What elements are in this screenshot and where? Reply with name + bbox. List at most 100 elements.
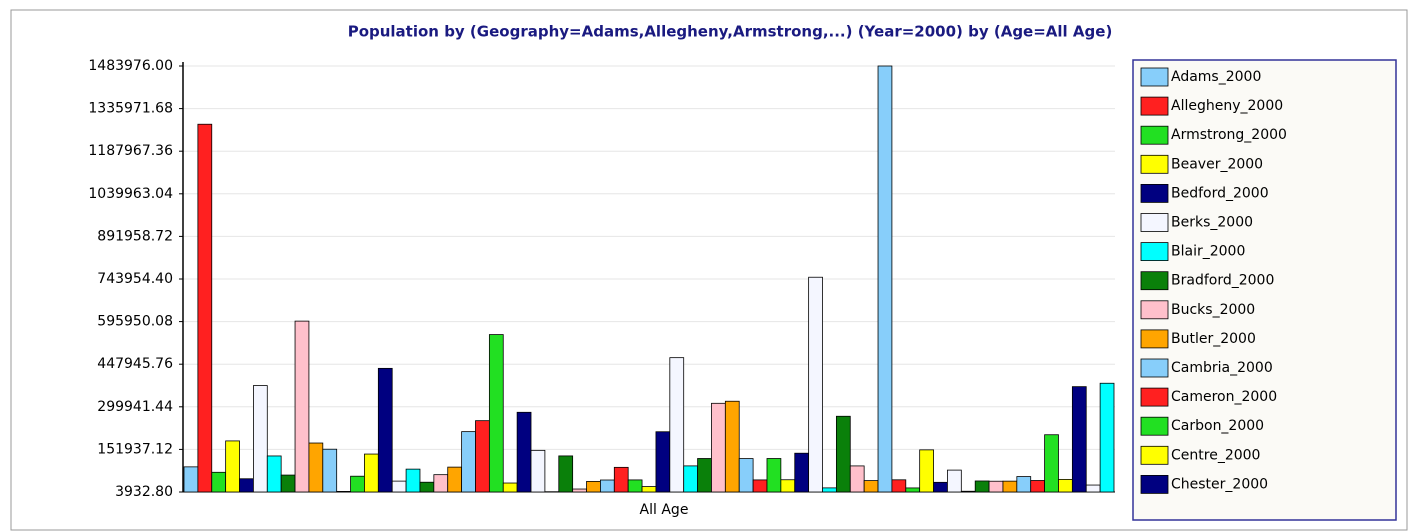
y-tick-label: 447945.76 (97, 356, 173, 372)
bar (655, 431, 671, 493)
bar (558, 455, 574, 493)
bar (266, 455, 282, 493)
bar (488, 334, 504, 493)
y-tick-label: 151937.12 (97, 441, 173, 457)
legend-label: Adams_2000 (1171, 69, 1261, 85)
y-tick-label: 891958.72 (97, 228, 173, 244)
legend-swatch (1140, 154, 1169, 174)
bar (600, 479, 615, 493)
bar (516, 411, 532, 493)
bar (974, 480, 990, 493)
bar (794, 452, 810, 493)
y-tick-label: 595950.08 (97, 314, 173, 330)
bar (891, 479, 907, 493)
bar (919, 449, 934, 493)
legend-swatch (1140, 445, 1169, 465)
legend-label: Centre_2000 (1171, 447, 1260, 463)
bar (738, 458, 754, 493)
bar (502, 482, 518, 493)
legend-label: Berks_2000 (1171, 215, 1253, 231)
legend-label: Bradford_2000 (1171, 273, 1274, 289)
y-tick-label: 1483976.00 (88, 58, 173, 74)
bar (822, 487, 837, 493)
bar (933, 481, 948, 493)
bar (641, 486, 657, 493)
y-tick-label: 1335971.68 (88, 101, 173, 117)
bar (669, 357, 685, 493)
y-tick-label: 1187967.36 (88, 143, 173, 159)
bar (586, 481, 601, 493)
legend-swatch (1140, 474, 1169, 494)
bar (433, 474, 449, 493)
bar (391, 480, 407, 493)
legend-label: Butler_2000 (1171, 331, 1256, 347)
y-tick-label: 1039963.04 (88, 186, 173, 202)
legend-swatch (1140, 183, 1169, 203)
bar (475, 420, 490, 493)
legend-swatch (1140, 416, 1169, 436)
legend-label: Bedford_2000 (1171, 185, 1269, 201)
bar (627, 479, 643, 493)
legend-swatch (1140, 125, 1169, 145)
y-tick-label: 743954.40 (97, 271, 173, 287)
bar (1099, 382, 1115, 493)
bar (613, 466, 629, 493)
legend-swatch (1140, 271, 1169, 291)
legend-swatch (1140, 300, 1169, 320)
legend-swatch (1140, 358, 1169, 378)
bar (1016, 476, 1032, 493)
y-tick-label: 3932.80 (115, 484, 173, 500)
bar (849, 465, 865, 493)
bar (419, 481, 435, 493)
bar (1085, 484, 1101, 493)
legend-label: Beaver_2000 (1171, 156, 1263, 172)
legend-swatch (1140, 67, 1169, 87)
bar (1002, 480, 1018, 493)
x-tick-label: All Age (640, 502, 689, 518)
bar (835, 415, 851, 493)
legend-label: Bucks_2000 (1171, 302, 1255, 318)
bar (863, 480, 879, 493)
legend-label: Allegheny_2000 (1171, 98, 1283, 114)
bar (280, 474, 296, 493)
bar (1058, 478, 1073, 493)
bar (905, 487, 921, 493)
bar (183, 466, 199, 493)
bar (960, 490, 976, 493)
bar (405, 468, 421, 493)
bar (336, 491, 351, 493)
legend-swatch (1140, 96, 1169, 116)
legend-label: Armstrong_2000 (1171, 127, 1287, 143)
bar (253, 385, 268, 493)
bar (197, 123, 213, 493)
legend-label: Cambria_2000 (1171, 360, 1273, 376)
bar (752, 479, 768, 493)
bar (377, 367, 393, 493)
bar (724, 400, 740, 493)
bar (322, 448, 338, 493)
bar (947, 469, 962, 493)
bar (766, 458, 782, 493)
bar (294, 320, 310, 493)
y-tick-label: 299941.44 (97, 399, 173, 415)
bar (211, 471, 227, 493)
legend-swatch (1140, 329, 1169, 349)
legend-label: Cameron_2000 (1171, 389, 1277, 405)
bar (711, 402, 726, 493)
bar (1030, 480, 1045, 493)
bar (683, 465, 698, 493)
legend-swatch (1140, 387, 1169, 407)
legend-label: Chester_2000 (1171, 476, 1268, 492)
bar (1071, 386, 1087, 493)
bar (988, 480, 1004, 493)
legend-label: Carbon_2000 (1171, 418, 1264, 434)
legend-label: Blair_2000 (1171, 244, 1245, 260)
bar (308, 442, 324, 493)
legend-swatch (1140, 242, 1169, 262)
bar (780, 479, 796, 493)
bar (225, 440, 240, 493)
bar (239, 478, 254, 493)
legend-swatch (1140, 213, 1169, 232)
